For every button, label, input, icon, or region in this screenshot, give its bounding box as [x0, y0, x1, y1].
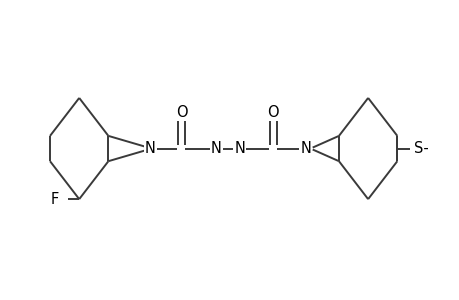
Text: N: N	[300, 141, 311, 156]
Text: O: O	[267, 105, 279, 120]
Text: S-: S-	[414, 141, 428, 156]
Text: N: N	[145, 141, 155, 156]
Text: F: F	[50, 192, 59, 207]
Text: N: N	[234, 141, 245, 156]
Text: N: N	[211, 141, 221, 156]
Text: O: O	[176, 105, 187, 120]
